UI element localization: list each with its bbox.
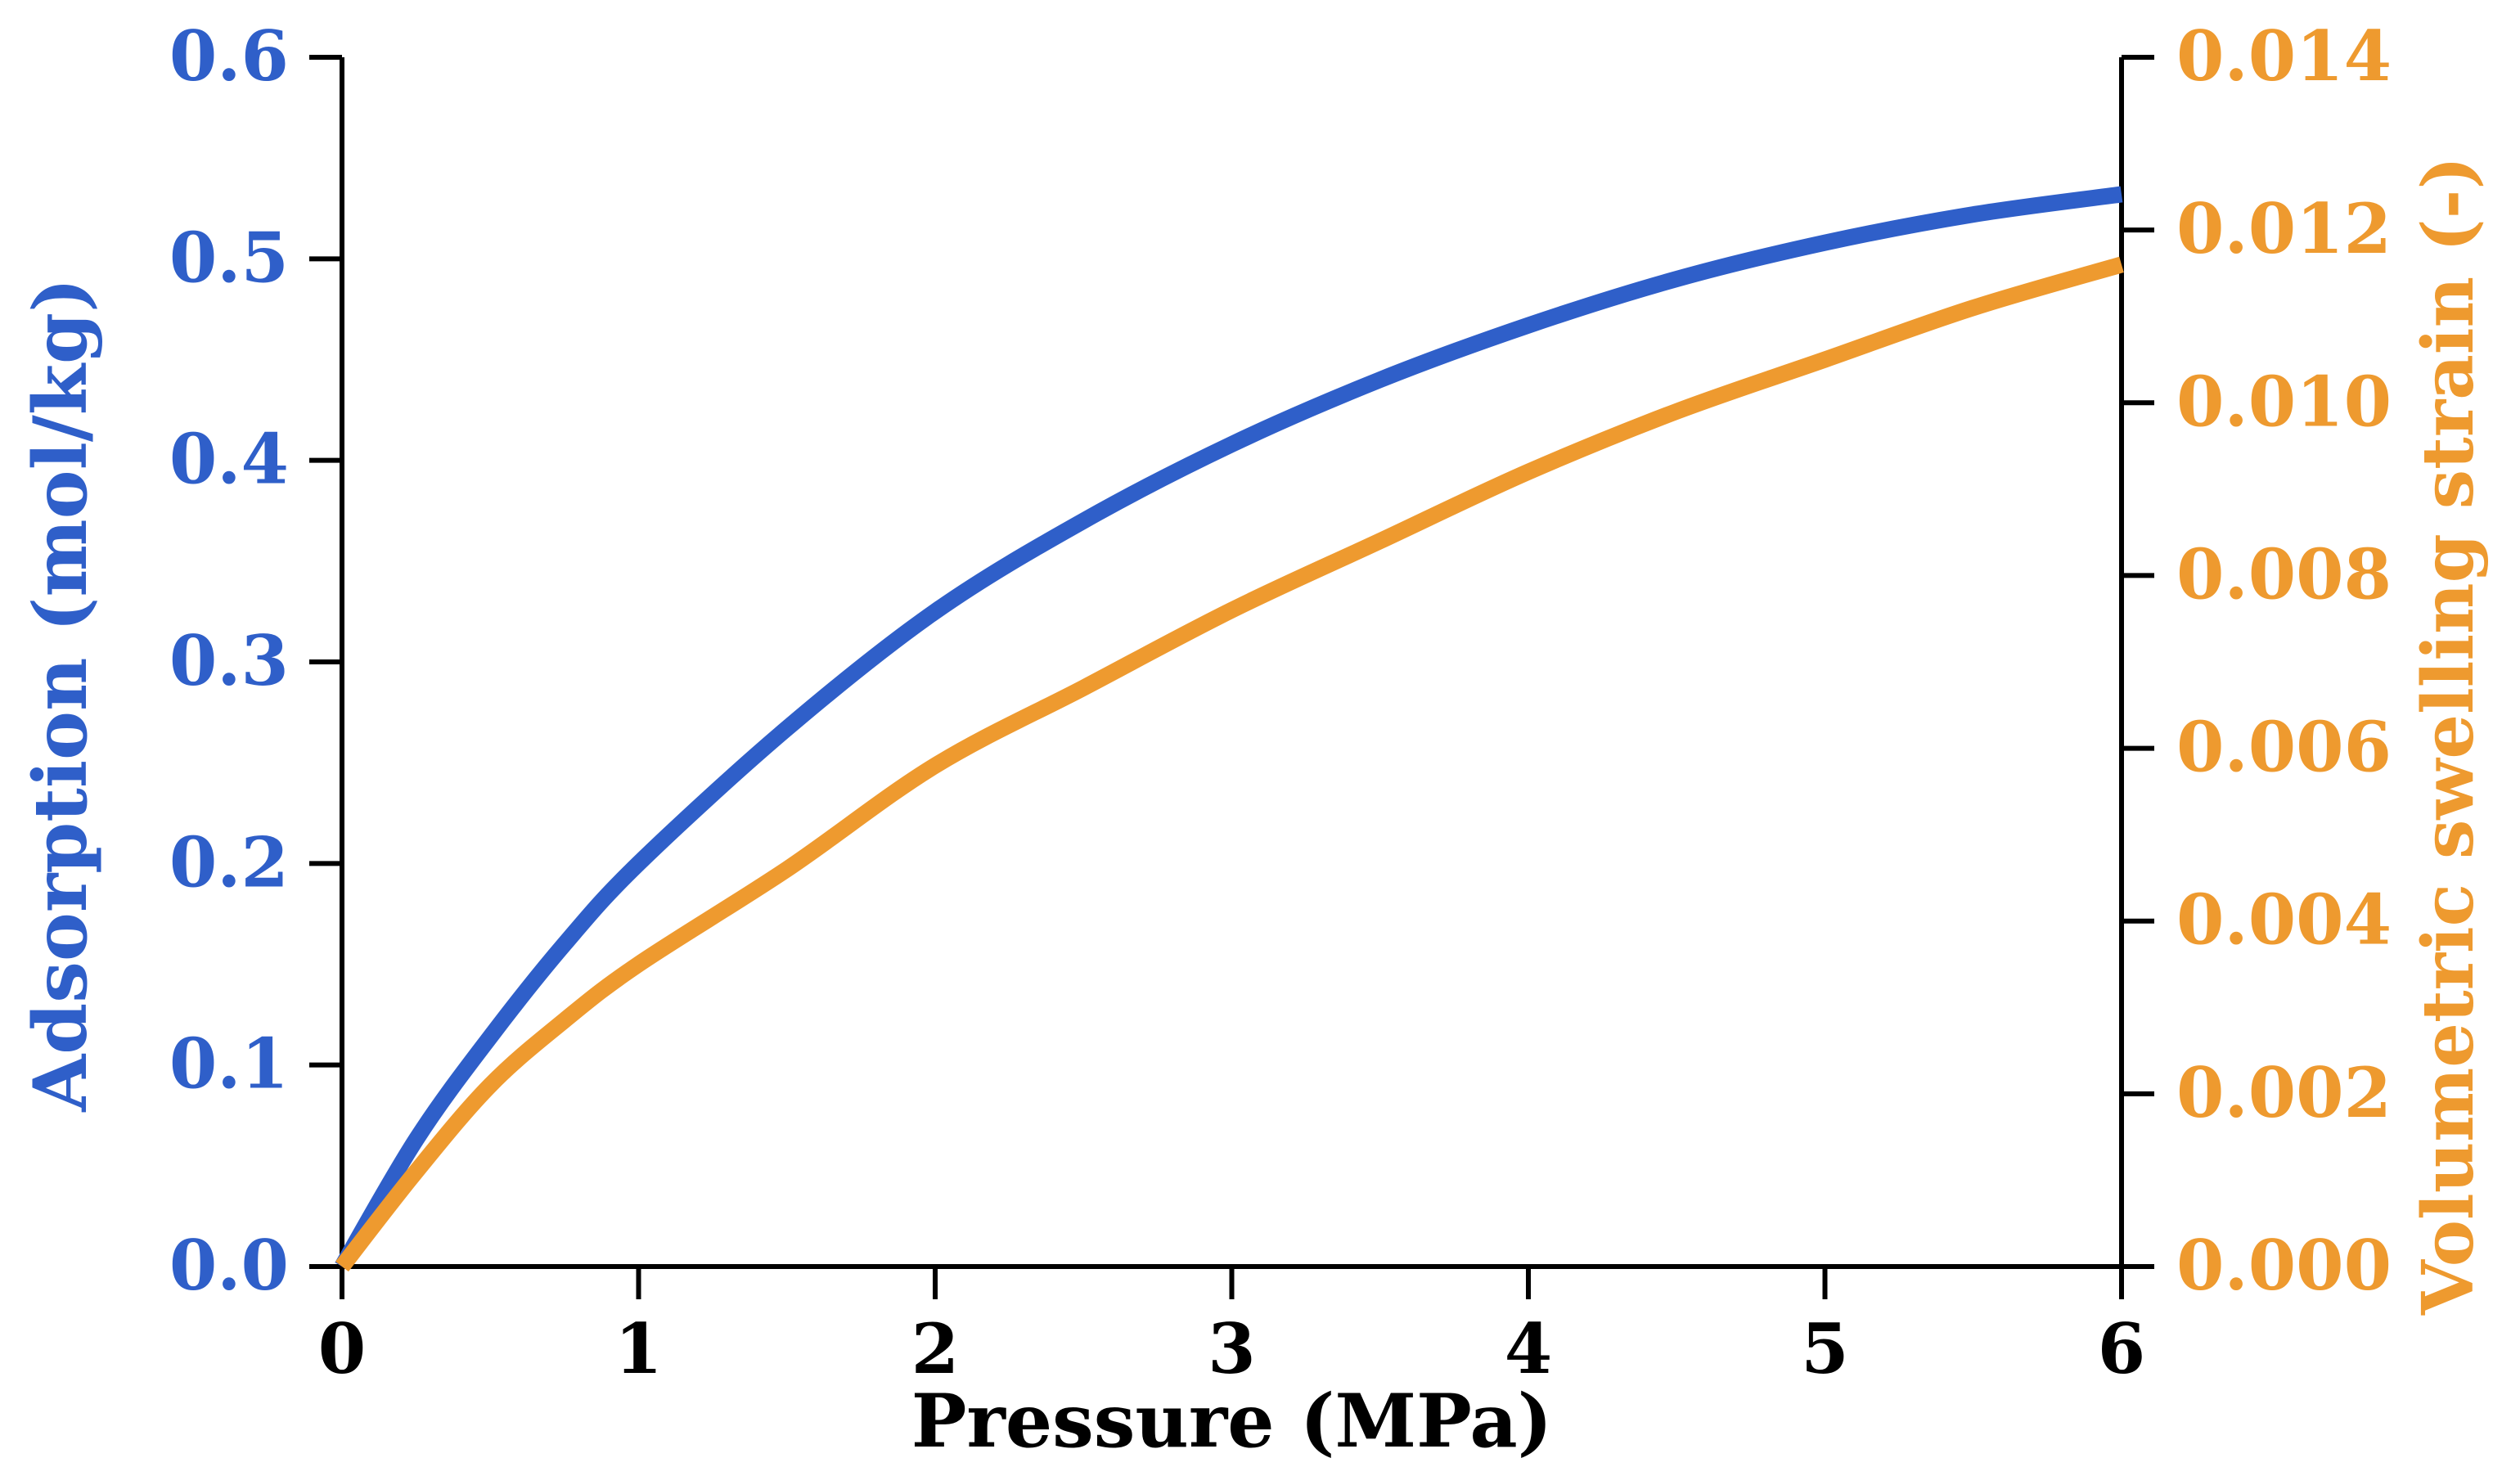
- x-tick-label: 1: [614, 1308, 662, 1389]
- x-tick-label: 6: [2098, 1308, 2145, 1389]
- x-axis-title: Pressure (MPa): [911, 1378, 1553, 1465]
- right-y-tick-label: 0.006: [2176, 707, 2392, 788]
- left-y-tick-label: 0.3: [169, 620, 289, 701]
- left-y-tick-label: 0.5: [169, 217, 289, 298]
- right-y-axis-title: Volumetric swelling strain (-): [2407, 156, 2490, 1316]
- x-tick-label: 3: [1208, 1308, 1255, 1389]
- right-y-tick-label: 0.002: [2176, 1052, 2392, 1133]
- adsorption-series-line: [335, 186, 2123, 1271]
- labels-layer: 0 1 2 3 4 5 6 0.0 0.1 0.2 0.3 0.4 0.5 0.6 0.000 0.002 0.…: [17, 16, 2490, 1465]
- x-tick-label: 5: [1801, 1308, 1848, 1389]
- left-y-tick-label: 0.6: [169, 16, 289, 97]
- right-y-tick-label: 0.012: [2176, 188, 2392, 269]
- swelling-strain-series-line: [335, 256, 2124, 1272]
- right-y-tick-label: 0.010: [2176, 361, 2392, 442]
- left-y-tick-label: 0.4: [169, 419, 289, 500]
- right-y-tick-label: 0.014: [2176, 16, 2392, 97]
- right-y-tick-label: 0.000: [2176, 1225, 2392, 1306]
- left-y-tick-label: 0.0: [169, 1225, 289, 1306]
- right-y-tick-label: 0.008: [2176, 533, 2392, 614]
- right-y-tick-label: 0.004: [2176, 880, 2392, 961]
- series-layer: [335, 186, 2124, 1272]
- left-y-tick-label: 0.1: [169, 1024, 289, 1105]
- x-tick-label: 2: [911, 1308, 959, 1389]
- x-tick-label: 0: [318, 1308, 366, 1389]
- left-y-axis-title: Adsorption (mol/kg): [17, 277, 104, 1112]
- left-y-tick-label: 0.2: [169, 821, 289, 902]
- x-tick-label: 4: [1505, 1308, 1552, 1389]
- axes-layer: [309, 55, 2154, 1299]
